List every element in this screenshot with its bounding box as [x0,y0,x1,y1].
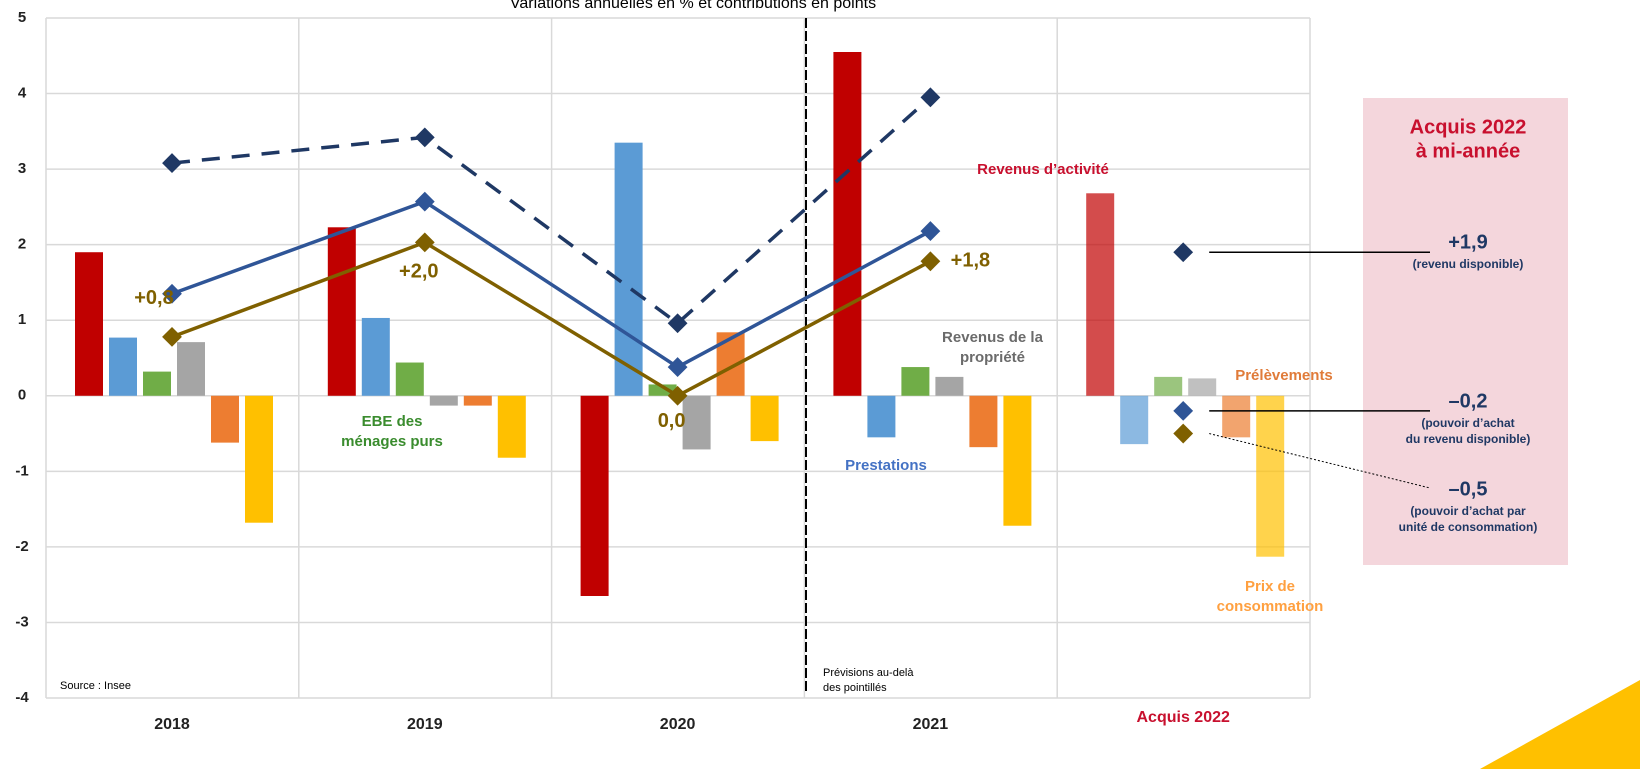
acquis-note: (pouvoir d’achat [1421,416,1514,430]
acquis-note: (revenu disponible) [1413,257,1524,271]
line-point [667,357,688,377]
bar [750,395,779,442]
bar [1256,395,1285,557]
forecast-note: des pointillés [823,682,887,694]
x-tick-label: 2019 [407,716,443,733]
bar [935,376,964,396]
y-tick-label: -1 [15,462,28,479]
bar [867,395,896,438]
x-tick-label: Acquis 2022 [1137,709,1230,726]
y-tick-label: -3 [15,613,28,630]
acquis-label: –0,5 [1449,478,1488,500]
line-point [667,313,688,334]
acquis-note: unité de consommation) [1399,520,1538,534]
x-tick-label: 2018 [154,716,190,733]
source: Source : Insee [60,680,131,692]
bar [395,362,424,396]
line-point [920,251,941,272]
acquis-title: à mi-année [1416,140,1520,162]
bar [614,142,643,396]
line-point [162,153,182,173]
bar [75,252,103,396]
bar [682,395,711,450]
series-label: Revenus d’activité [977,161,1109,178]
bar [429,395,458,406]
line-point [920,87,941,108]
acquis-point [1173,423,1194,444]
bar [901,367,930,396]
y-tick-label: 4 [18,85,27,102]
line-point [667,385,688,406]
acquis-label: +1,9 [1448,231,1487,253]
series-label: EBE des ménages purs [341,413,443,450]
bar [245,395,273,523]
connector [1209,433,1431,489]
bar [1154,376,1183,396]
bar [361,317,390,396]
bar [833,52,862,396]
x-tick-label: 2021 [913,716,949,733]
acquis-point [1173,242,1194,263]
bar [211,395,239,443]
line-series [171,199,932,370]
line-point [162,283,182,304]
bar [1120,395,1149,445]
acquis-point [1173,400,1194,421]
acquis-note: (pouvoir d’achat par [1410,504,1526,518]
series-label: Prestations [845,457,927,474]
bar [969,395,998,448]
x-tick-label: 2020 [660,716,696,733]
line-point [920,221,941,241]
y-tick-label: 2 [18,236,26,253]
line-series [171,96,932,326]
series-label: Prélèvements [1235,367,1333,384]
bar [327,227,356,396]
y-tick-label: 5 [18,9,26,26]
value-label: +2,0 [399,261,438,283]
line-point [162,326,182,347]
line-point [414,232,435,253]
bar [497,395,526,458]
bar [177,342,205,396]
y-tick-label: 3 [18,160,26,177]
value-label: 0,0 [658,410,686,432]
bar [1222,395,1251,438]
series-label: Revenus de la propriété [942,329,1043,366]
value-label: +1,8 [951,250,990,272]
bar [1086,193,1115,396]
line-point [414,127,435,148]
y-tick-label: 1 [18,311,26,328]
chart-title: Variations annuelles en % et contributio… [510,0,876,12]
bar [1188,378,1217,396]
acquis-label: –0,2 [1449,390,1488,412]
y-tick-label: -4 [15,689,29,706]
acquis-panel [1363,98,1568,565]
y-tick-label: -2 [15,538,28,555]
corner-decoration [1480,680,1640,769]
bar [648,384,677,396]
bar [463,395,492,406]
value-label: +0,8 [134,287,173,309]
bar [109,337,137,396]
bar [580,395,609,596]
bar [143,371,171,396]
bar [1003,395,1032,526]
line-series [171,240,932,398]
y-tick-label: 0 [18,387,26,404]
line-point [414,191,435,212]
acquis-note: du revenu disponible) [1406,432,1531,446]
forecast-note: Prévisions au-delà [823,667,914,679]
series-label: Prix de consommation [1216,578,1324,615]
acquis-title: Acquis 2022 [1410,116,1527,138]
